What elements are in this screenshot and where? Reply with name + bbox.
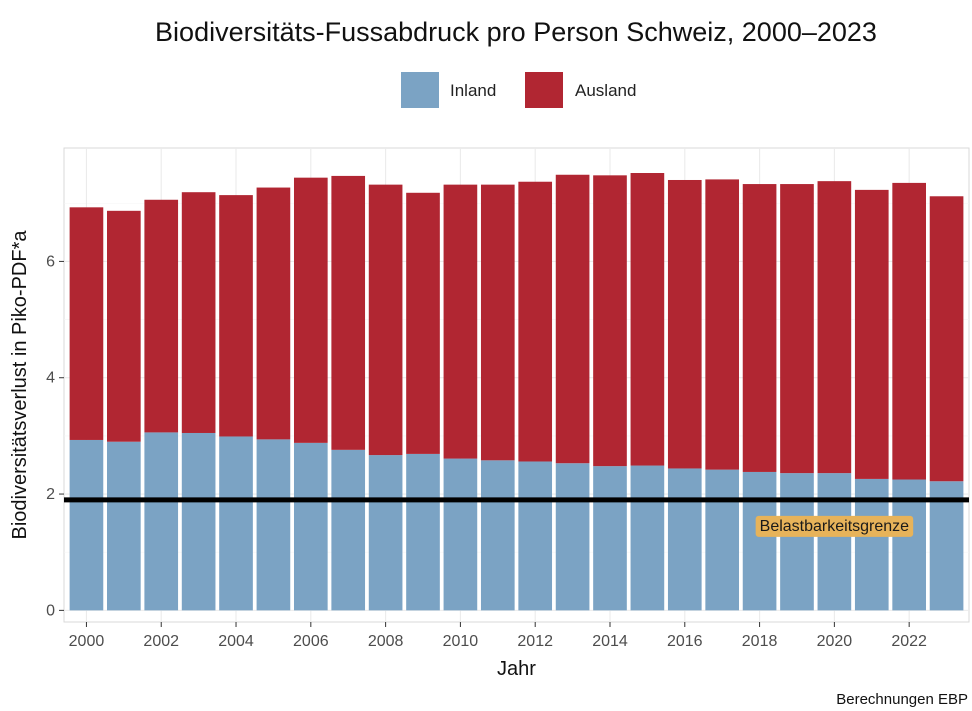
x-tick-label: 2010 (443, 633, 479, 650)
bar-inland-2006 (293, 442, 328, 611)
x-tick-label: 2002 (143, 633, 179, 650)
x-tick-label: 2020 (817, 633, 853, 650)
bar-ausland-2021 (854, 189, 889, 479)
x-tick-label: 2008 (368, 633, 404, 650)
bar-ausland-2011 (480, 184, 515, 461)
x-axis: 2000 2002 2004 2006 2008 2010 2012 2014 2016 2018… (69, 622, 927, 650)
bar-ausland-2012 (518, 181, 553, 462)
bar-ausland-2013 (555, 174, 590, 464)
bar-inland-2014 (593, 466, 627, 611)
bar-ausland-2022 (892, 182, 926, 480)
caption: Berechnungen EBP (836, 691, 968, 708)
legend-label-inland: Inland (450, 81, 496, 100)
bars (69, 173, 964, 611)
x-tick-label: 2000 (69, 633, 105, 650)
legend-swatch-inland (401, 72, 439, 108)
y-axis: 0 2 4 6 (46, 253, 64, 619)
bar-inland-2011 (480, 460, 515, 611)
bar-ausland-2001 (107, 210, 141, 442)
bar-inland-2012 (518, 461, 553, 611)
bar-inland-2019 (780, 473, 814, 611)
bar-inland-2010 (443, 458, 478, 611)
bar-ausland-2020 (817, 181, 852, 474)
bar-ausland-2004 (219, 195, 253, 437)
bar-ausland-2014 (593, 175, 627, 467)
bar-ausland-2002 (144, 199, 179, 433)
bar-ausland-2009 (406, 192, 440, 454)
reference-line-group: Belastbarkeitsgrenze (64, 497, 969, 537)
x-tick-label: 2016 (667, 633, 703, 650)
x-tick-label: 2006 (293, 633, 329, 650)
legend-label-ausland: Ausland (575, 81, 636, 100)
bar-ausland-2007 (331, 175, 366, 450)
bar-inland-2015 (630, 465, 665, 611)
bar-ausland-2005 (256, 187, 291, 440)
legend-swatch-ausland (525, 72, 563, 108)
bar-inland-2007 (331, 449, 366, 611)
bar-ausland-2003 (181, 192, 216, 433)
y-tick-label: 2 (46, 486, 55, 503)
bar-inland-2016 (667, 468, 702, 611)
bar-inland-2020 (817, 473, 852, 611)
chart-title: Biodiversitäts-Fussabdruck pro Person Sc… (155, 17, 877, 47)
y-tick-label: 0 (46, 602, 55, 619)
x-tick-label: 2012 (517, 633, 553, 650)
x-tick-label: 2004 (218, 633, 254, 650)
bar-ausland-2006 (293, 177, 328, 443)
bar-ausland-2015 (630, 173, 665, 466)
y-tick-label: 6 (46, 253, 55, 270)
x-axis-label: Jahr (497, 658, 536, 680)
bar-ausland-2018 (742, 184, 777, 472)
bar-inland-2001 (107, 441, 141, 611)
y-tick-label: 4 (46, 370, 55, 387)
reference-line-label-box (755, 515, 914, 537)
bar-inland-2009 (406, 453, 440, 611)
legend: Inland Ausland (401, 72, 636, 108)
bar-ausland-2016 (667, 179, 702, 469)
bar-inland-2008 (368, 455, 403, 611)
bar-ausland-2017 (705, 179, 740, 470)
bar-ausland-2023 (929, 196, 964, 482)
bar-inland-2005 (256, 439, 291, 611)
bar-inland-2013 (555, 463, 590, 611)
bar-ausland-2019 (780, 184, 814, 474)
bar-inland-2018 (742, 471, 777, 611)
bar-ausland-2000 (69, 207, 104, 440)
bar-inland-2000 (69, 439, 104, 611)
x-tick-label: 2022 (891, 633, 927, 650)
x-tick-label: 2018 (742, 633, 778, 650)
bar-inland-2023 (929, 481, 964, 611)
bar-inland-2003 (181, 432, 216, 611)
x-tick-label: 2014 (592, 633, 628, 650)
y-axis-label: Biodiversitätsverlust in Piko-PDF*a (9, 230, 31, 540)
bar-inland-2017 (705, 469, 740, 611)
bar-ausland-2008 (368, 184, 403, 456)
reference-line-label: Belastbarkeitsgrenze (760, 518, 910, 535)
bar-inland-2004 (219, 436, 253, 611)
bar-ausland-2010 (443, 184, 478, 459)
bar-inland-2002 (144, 432, 179, 611)
